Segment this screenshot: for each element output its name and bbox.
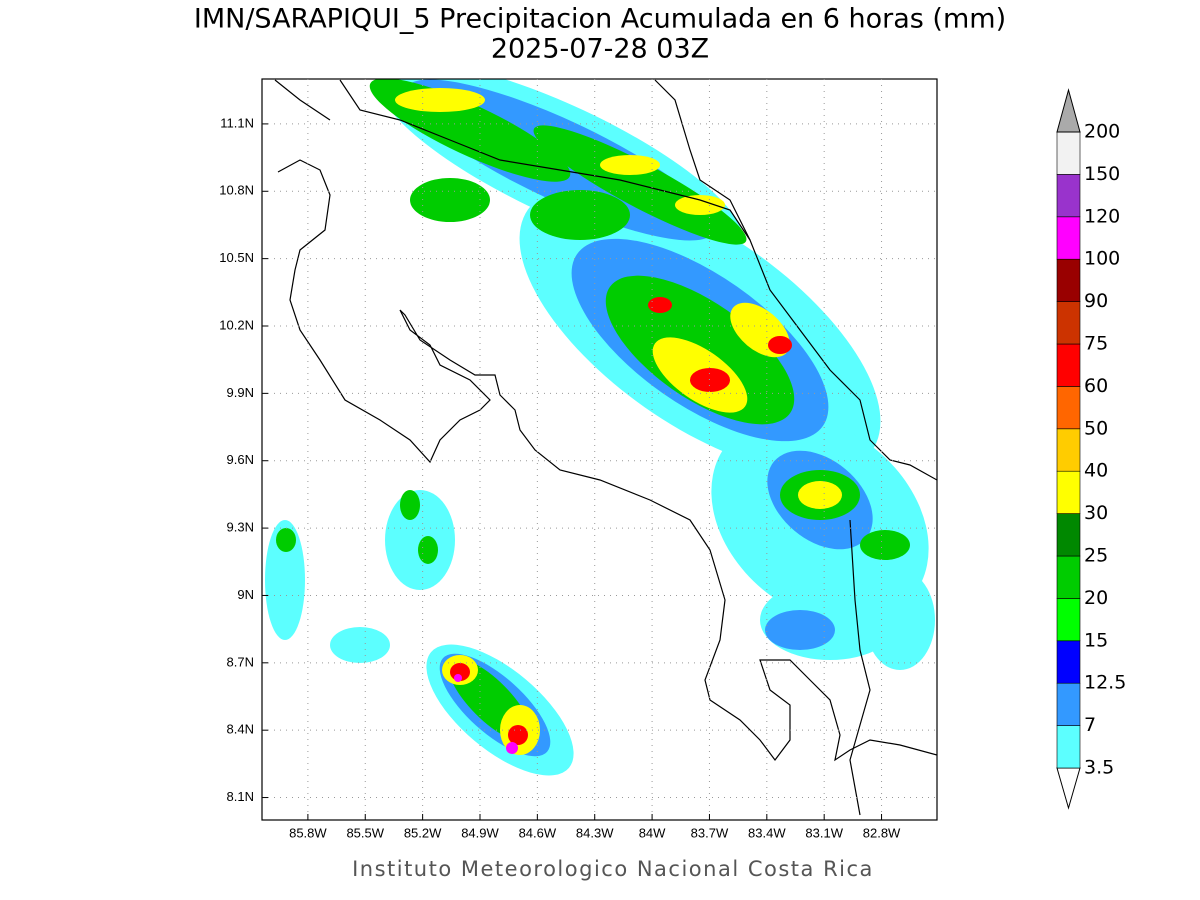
y-tick-label: 9.6N bbox=[227, 452, 254, 467]
x-tick-label: 83.4W bbox=[748, 825, 786, 840]
precipitation-field bbox=[265, 79, 935, 776]
coastline bbox=[274, 79, 937, 816]
colorbar-segment bbox=[1056, 682, 1081, 726]
x-tick-label: 83.1W bbox=[805, 825, 843, 840]
y-tick-label: 9.3N bbox=[227, 520, 254, 535]
colorbar-segment bbox=[1056, 301, 1081, 345]
colorbar-segment bbox=[1056, 640, 1081, 684]
colorbar-label: 40 bbox=[1084, 460, 1108, 482]
rain-extreme bbox=[450, 297, 792, 745]
colorbar-segment bbox=[1056, 598, 1081, 642]
y-tick-label: 9N bbox=[237, 587, 254, 602]
colorbar-label: 150 bbox=[1084, 163, 1120, 185]
x-tick-label: 84W bbox=[639, 825, 666, 840]
subtitle: 2025-07-28 03Z bbox=[491, 34, 709, 65]
colorbar-segment bbox=[1056, 725, 1081, 769]
colorbar-segment bbox=[1056, 386, 1081, 430]
x-tick-label: 85.8W bbox=[289, 825, 327, 840]
colorbar-segment bbox=[1056, 428, 1081, 472]
y-tick-label: 10.2N bbox=[219, 317, 254, 332]
colorbar-segment bbox=[1056, 216, 1081, 260]
colorbar-segment bbox=[1056, 343, 1081, 387]
colorbar-label: 120 bbox=[1084, 205, 1120, 227]
colorbar-segment bbox=[1056, 131, 1081, 175]
x-tick-label: 84.3W bbox=[576, 825, 614, 840]
x-tick-label: 84.6W bbox=[519, 825, 557, 840]
x-tick-label: 82.8W bbox=[863, 825, 901, 840]
x-tick-label: 84.9W bbox=[461, 825, 499, 840]
y-tick-label: 8.1N bbox=[227, 789, 254, 804]
y-tick-label: 10.5N bbox=[219, 250, 254, 265]
colorbar-label: 3.5 bbox=[1084, 757, 1114, 779]
colorbar-segment bbox=[1056, 470, 1081, 514]
colorbar-segment bbox=[1056, 174, 1081, 218]
y-tick-label: 11.1N bbox=[220, 115, 254, 130]
colorbar-label: 100 bbox=[1084, 248, 1120, 270]
x-tick-label: 85.5W bbox=[346, 825, 384, 840]
colorbar-label: 20 bbox=[1084, 587, 1108, 609]
colorbar-label: 50 bbox=[1084, 417, 1108, 439]
footer: Instituto Meteorologico Nacional Costa R… bbox=[352, 857, 874, 881]
colorbar-label: 25 bbox=[1084, 545, 1108, 567]
colorbar-label: 7 bbox=[1084, 714, 1096, 736]
colorbar-segment bbox=[1056, 513, 1081, 557]
y-tick-label: 8.4N bbox=[227, 722, 254, 737]
colorbar-over bbox=[1056, 88, 1081, 133]
colorbar-label: 30 bbox=[1084, 502, 1108, 524]
y-tick-label: 8.7N bbox=[227, 654, 254, 669]
rain-peak bbox=[454, 674, 518, 754]
colorbar-under bbox=[1056, 767, 1081, 810]
map-frame bbox=[261, 78, 938, 821]
colorbar-label: 12.5 bbox=[1084, 672, 1126, 694]
colorbar-label: 60 bbox=[1084, 375, 1108, 397]
y-tick-label: 9.9N bbox=[227, 385, 254, 400]
colorbar-label: 90 bbox=[1084, 290, 1108, 312]
title: IMN/SARAPIQUI_5 Precipitacion Acumulada … bbox=[194, 4, 1006, 35]
rain-light bbox=[265, 79, 935, 776]
x-tick-label: 85.2W bbox=[404, 825, 442, 840]
colorbar-label: 75 bbox=[1084, 333, 1108, 355]
y-tick-label: 10.8N bbox=[219, 183, 254, 198]
colorbar-label: 15 bbox=[1084, 629, 1108, 651]
colorbar-segment bbox=[1056, 555, 1081, 599]
colorbar-segment bbox=[1056, 258, 1081, 302]
colorbar-label: 200 bbox=[1084, 121, 1120, 143]
x-tick-label: 83.7W bbox=[691, 825, 729, 840]
